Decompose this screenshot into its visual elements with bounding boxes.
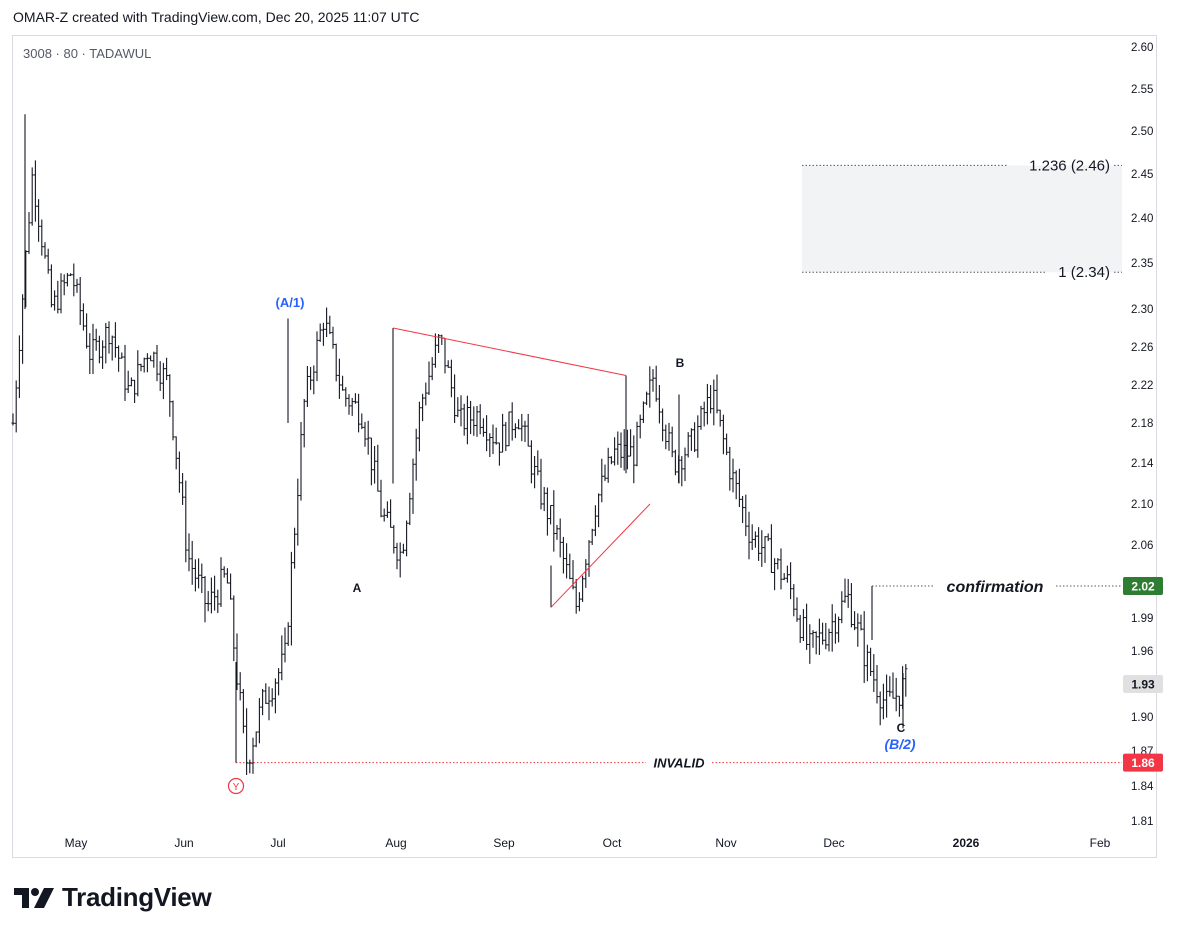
y-tick-label: 2.40 (1131, 213, 1153, 225)
x-tick-label: Jun (174, 836, 193, 850)
y-tick-label: 2.55 (1131, 84, 1153, 96)
chart-frame[interactable] (12, 35, 1157, 858)
y-tick-label: 2.18 (1131, 418, 1153, 430)
wave-label-y-circle (227, 777, 245, 795)
wave-label-a1: (A/1) (276, 295, 305, 310)
price-badge-label: 1.93 (1131, 678, 1155, 692)
trendline-lower (550, 503, 651, 608)
x-tick-label: Sep (493, 836, 515, 850)
price-badge (1123, 577, 1163, 595)
x-tick-label: Nov (715, 836, 736, 850)
symbol-info: 3008 · 80 · TADAWUL (23, 46, 152, 61)
y-tick-label: 2.06 (1131, 540, 1153, 552)
x-tick-label: May (65, 836, 88, 850)
y-tick-label: 2.10 (1131, 499, 1153, 511)
x-tick-label: Aug (385, 836, 406, 850)
wave-label-c: C (897, 721, 906, 735)
invalid-label: INVALID (653, 756, 705, 771)
tradingview-logo-icon (14, 887, 54, 908)
x-tick-label: 2026 (953, 836, 980, 850)
y-tick-label: 2.50 (1131, 126, 1153, 138)
y-tick-label: 1.90 (1131, 712, 1153, 724)
fib-zone (802, 165, 1122, 273)
wave-label-y: Y (233, 782, 240, 793)
x-tick-label: Feb (1090, 836, 1111, 850)
trendline-upper (392, 327, 627, 376)
price-badge-label: 2.02 (1131, 580, 1155, 594)
y-tick-label: 1.81 (1131, 816, 1153, 828)
y-tick-label: 2.30 (1131, 304, 1153, 316)
x-tick-label: Jul (270, 836, 285, 850)
y-tick-label: 2.26 (1131, 342, 1153, 354)
wave-label-b: B (676, 356, 685, 370)
wave-label-a: A (353, 581, 362, 595)
y-tick-label: 2.45 (1131, 169, 1153, 181)
y-tick-label: 2.35 (1131, 258, 1153, 270)
tradingview-brand[interactable]: TradingView (14, 882, 212, 913)
chart-header-text: OMAR-Z created with TradingView.com, Dec… (13, 9, 420, 25)
wave-label-b2: (B/2) (884, 736, 915, 752)
y-tick-label: 2.22 (1131, 380, 1153, 392)
y-tick-label: 2.14 (1131, 458, 1154, 470)
x-tick-label: Oct (603, 836, 622, 850)
y-tick-label: 1.99 (1131, 613, 1153, 625)
y-tick-label: 1.84 (1131, 781, 1154, 793)
brand-name: TradingView (62, 882, 212, 912)
y-tick-label: 1.96 (1131, 646, 1153, 658)
y-tick-label: 2.60 (1131, 42, 1153, 54)
fib-level-label: 1.236 (2.46) (1029, 157, 1110, 174)
price-badge (1123, 753, 1163, 772)
confirmation-label: confirmation (947, 579, 1044, 596)
x-tick-label: Dec (823, 836, 844, 850)
fib-level-label: 1 (2.34) (1058, 264, 1110, 281)
price-badge-label: 1.86 (1131, 756, 1155, 770)
price-badge (1123, 675, 1163, 693)
